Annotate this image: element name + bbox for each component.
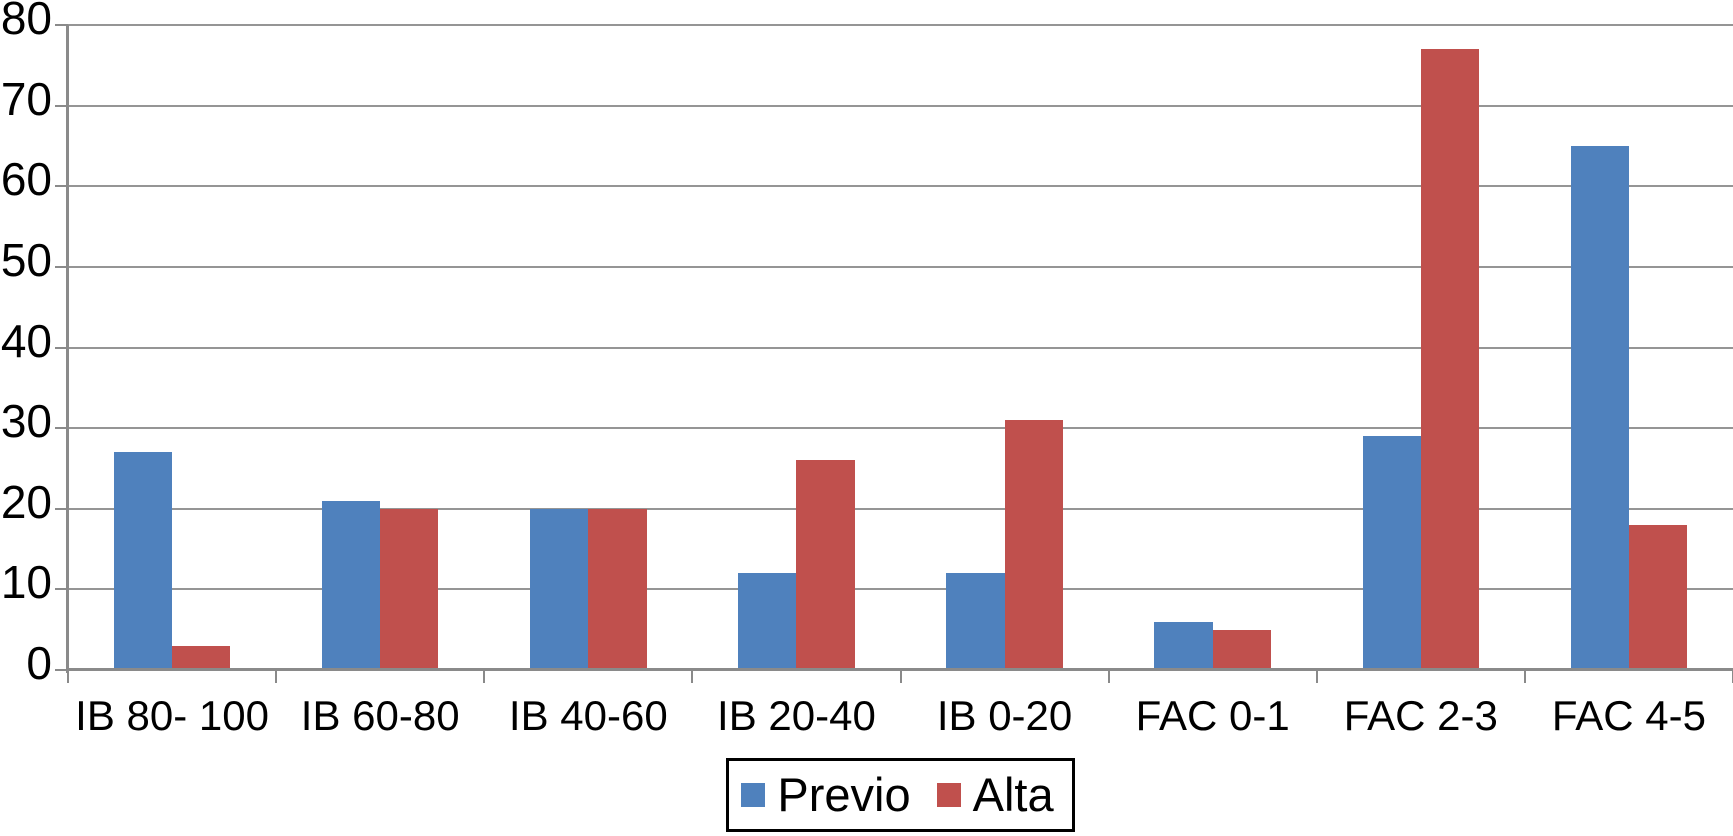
bar-alta-ib-60-80 <box>380 508 439 670</box>
x-tick-5 <box>1107 670 1110 683</box>
bar-previo-ib-20-40 <box>738 573 797 670</box>
y-tick-80 <box>55 24 68 26</box>
bar-group-fac-2-3 <box>1317 25 1525 670</box>
gridline-60 <box>68 185 1733 188</box>
legend-item-alta: Alta <box>936 768 1054 822</box>
legend-swatch-alta <box>936 783 961 807</box>
x-axis-label-fac-2-3: FAC 2-3 <box>1343 692 1498 739</box>
legend-label-alta: Alta <box>972 768 1054 821</box>
y-tick-label-50: 50 <box>0 233 52 286</box>
gridline-70 <box>68 104 1733 107</box>
bar-previo-fac-4-5 <box>1570 145 1629 670</box>
y-tick-60 <box>55 185 68 188</box>
x-axis-label-ib-0-20: IB 0-20 <box>936 692 1073 739</box>
y-tick-label-80: 80 <box>0 0 52 44</box>
y-tick-40 <box>55 346 68 349</box>
x-axis-label-fac-0-1: FAC 0-1 <box>1135 692 1290 739</box>
y-tick-30 <box>55 427 68 430</box>
x-axis-line <box>68 668 1733 671</box>
bar-alta-ib-80-100 <box>172 645 231 670</box>
bar-alta-fac-2-3 <box>1420 49 1480 670</box>
y-tick-10 <box>55 588 68 591</box>
legend-label-previo: Previo <box>777 768 911 821</box>
bar-alta-fac-0-1 <box>1212 629 1271 670</box>
plot-area <box>68 24 1733 671</box>
gridline-40 <box>68 346 1733 349</box>
y-tick-label-40: 40 <box>0 314 52 367</box>
x-tick-3 <box>691 670 694 683</box>
x-tick-1 <box>275 670 278 683</box>
bar-previo-ib-0-20 <box>946 573 1005 670</box>
bar-alta-ib-0-20 <box>1004 420 1063 670</box>
bar-group-ib-0-20 <box>901 25 1109 670</box>
bar-previo-fac-2-3 <box>1362 436 1421 670</box>
legend-item-previo: Previo <box>741 768 911 822</box>
x-axis-label-ib-40-60: IB 40-60 <box>508 692 668 739</box>
y-axis-line <box>66 25 69 673</box>
y-tick-20 <box>55 507 68 510</box>
legend-row: Previo Alta <box>68 758 1733 832</box>
x-axis-label-ib-60-80: IB 60-80 <box>300 692 460 739</box>
gridline-10 <box>68 588 1733 591</box>
y-tick-0 <box>55 669 68 671</box>
y-tick-label-0: 0 <box>26 637 52 689</box>
y-tick-50 <box>55 265 68 268</box>
y-tick-70 <box>55 104 68 107</box>
gridline-80 <box>68 24 1733 26</box>
x-axis-labels: IB 80- 100 IB 60-80 IB 40-60 IB 20-40 IB 0-2… <box>68 690 1733 742</box>
gridline-50 <box>68 265 1733 268</box>
x-tick-4 <box>899 670 902 683</box>
y-tick-label-30: 30 <box>0 395 52 448</box>
bar-group-ib-60-80 <box>276 25 484 670</box>
y-tick-label-10: 10 <box>0 556 52 609</box>
y-tick-label-70: 70 <box>0 72 52 125</box>
y-tick-label-20: 20 <box>0 475 52 528</box>
x-axis-label-ib-80-100: IB 80- 100 <box>75 692 269 739</box>
legend: Previo Alta <box>726 758 1075 832</box>
x-tick-7 <box>1523 670 1526 683</box>
x-tick-2 <box>483 670 486 683</box>
bar-group-ib-80-100 <box>68 25 276 670</box>
x-axis-label-ib-20-40: IB 20-40 <box>717 692 876 739</box>
bar-previo-ib-80-100 <box>113 452 173 670</box>
gridline-30 <box>68 427 1733 430</box>
bar-alta-ib-20-40 <box>796 460 855 670</box>
bar-group-ib-20-40 <box>692 25 900 670</box>
bar-previo-fac-0-1 <box>1154 621 1213 670</box>
x-tick-0 <box>67 670 69 683</box>
y-tick-label-60: 60 <box>0 153 52 206</box>
x-tick-6 <box>1315 670 1318 683</box>
bar-previo-ib-40-60 <box>530 508 589 670</box>
legend-swatch-previo <box>741 783 766 807</box>
bar-groups <box>68 25 1733 670</box>
bar-alta-ib-40-60 <box>588 508 647 670</box>
x-axis-label-fac-4-5: FAC 4-5 <box>1551 692 1706 739</box>
bar-group-fac-4-5 <box>1525 25 1733 670</box>
bar-group-ib-40-60 <box>484 25 692 670</box>
gridline-20 <box>68 507 1733 510</box>
bar-previo-ib-60-80 <box>321 500 381 670</box>
bar-alta-fac-4-5 <box>1628 524 1688 670</box>
bar-group-fac-0-1 <box>1109 25 1317 670</box>
